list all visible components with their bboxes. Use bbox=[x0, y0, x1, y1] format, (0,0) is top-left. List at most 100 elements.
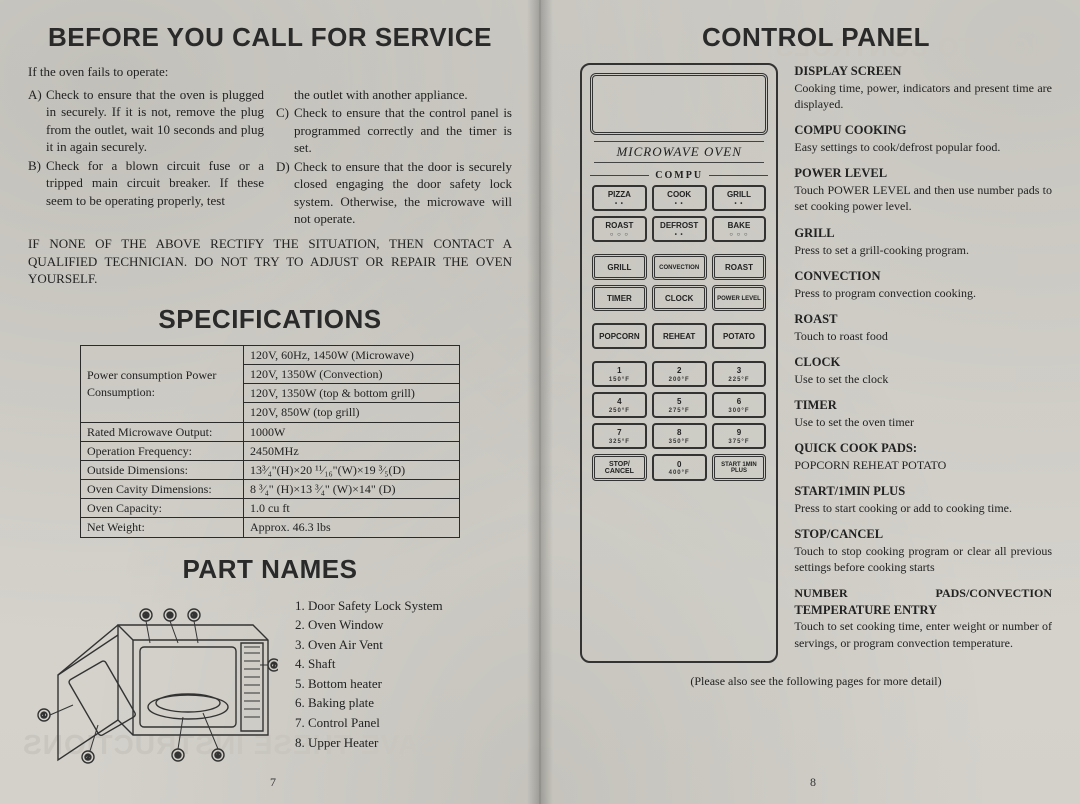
troubleshooting-columns: A)Check to ensure that the oven is plugg… bbox=[28, 85, 512, 229]
btn-2: 2200°F bbox=[652, 361, 707, 387]
desc-power-title: POWER LEVEL bbox=[794, 166, 887, 180]
spec-r10l: Net Weight: bbox=[81, 518, 244, 537]
btn-potato: POTATO bbox=[712, 323, 767, 349]
part-5: Bottom heater bbox=[308, 675, 443, 693]
desc-grill-title: GRILL bbox=[794, 226, 834, 240]
svg-text:⑦: ⑦ bbox=[270, 661, 277, 670]
page-number-left: 7 bbox=[270, 774, 276, 790]
desc-conv: Press to program convection cooking. bbox=[794, 285, 1052, 301]
desc-timer-title: TIMER bbox=[794, 398, 836, 412]
parts-section: ⑤ ⑧ ③ ⑦ ① ② ⑥ ④ Door Safety Lock System … bbox=[28, 595, 512, 765]
parts-list: Door Safety Lock System Oven Window Oven… bbox=[290, 595, 443, 765]
spec-r9v: 1.0 cu ft bbox=[244, 499, 460, 518]
spec-r5l: Rated Microwave Output: bbox=[81, 422, 244, 441]
btn-clock: CLOCK bbox=[652, 285, 707, 311]
control-panel-graphic: MICROWAVE OVEN COMPU PIZZA• • COOK• • GR… bbox=[580, 63, 778, 663]
heading-service: BEFORE YOU CALL FOR SERVICE bbox=[28, 20, 512, 55]
part-1: Door Safety Lock System bbox=[308, 597, 443, 615]
spec-r8v: 8 ³⁄₄" (H)×13 ³⁄₄" (W)×14" (D) bbox=[244, 480, 460, 499]
spec-r8l: Oven Cavity Dimensions: bbox=[81, 480, 244, 499]
btn-5: 5275°F bbox=[652, 392, 707, 418]
btn-grill: GRILL• • bbox=[712, 185, 767, 211]
svg-text:③: ③ bbox=[190, 611, 197, 620]
btn-timer: TIMER bbox=[592, 285, 647, 311]
right-footnote: (Please also see the following pages for… bbox=[580, 673, 1052, 689]
btn-pizza: PIZZA• • bbox=[592, 185, 647, 211]
btn-4: 4250°F bbox=[592, 392, 647, 418]
desc-number-title2: TEMPERATURE ENTRY bbox=[794, 603, 937, 617]
btn-defrost: DEFROST• • bbox=[652, 216, 707, 242]
desc-clock: Use to set the clock bbox=[794, 371, 1052, 387]
btn-start: START 1MIN PLUS bbox=[712, 454, 767, 481]
desc-roast-title: ROAST bbox=[794, 312, 837, 326]
svg-text:⑧: ⑧ bbox=[166, 611, 173, 620]
desc-roast: Touch to roast food bbox=[794, 328, 1052, 344]
page-left: BEFORE YOU CALL FOR SERVICE If the oven … bbox=[0, 0, 540, 804]
spec-r6v: 2450MHz bbox=[244, 441, 460, 460]
desc-stop: Touch to stop cooking program or clear a… bbox=[794, 543, 1052, 575]
item-c: Check to ensure that the control panel i… bbox=[294, 104, 512, 157]
panel-logo: MICROWAVE OVEN bbox=[594, 141, 764, 163]
btn-roast: ROAST○ ○ ○ bbox=[592, 216, 647, 242]
page-right: CONTROL PANEL MICROWAVE OVEN COMPU PIZZA… bbox=[540, 0, 1080, 804]
svg-text:②: ② bbox=[84, 753, 91, 762]
desc-compu-title: COMPU COOKING bbox=[794, 123, 906, 137]
part-3: Oven Air Vent bbox=[308, 636, 443, 654]
svg-text:⑤: ⑤ bbox=[142, 611, 149, 620]
oven-diagram: ⑤ ⑧ ③ ⑦ ① ② ⑥ ④ bbox=[28, 595, 278, 765]
btn-bake: BAKE○ ○ ○ bbox=[712, 216, 767, 242]
btn-8: 8350°F bbox=[652, 423, 707, 449]
compu-label: COMPU bbox=[590, 169, 768, 183]
spec-r5v: 1000W bbox=[244, 422, 460, 441]
item-b-tail: the outlet with another appliance. bbox=[294, 86, 512, 104]
desc-number: Touch to set cooking time, enter weight … bbox=[794, 618, 1052, 650]
svg-text:④: ④ bbox=[214, 751, 221, 760]
spec-r7l: Outside Dimensions: bbox=[81, 460, 244, 479]
btn-9: 9375°F bbox=[712, 423, 767, 449]
desc-conv-title: CONVECTION bbox=[794, 269, 880, 283]
spec-r2l: Consumption: bbox=[87, 385, 155, 399]
desc-display: Cooking time, power, indicators and pres… bbox=[794, 80, 1052, 112]
page-number-right: 8 bbox=[810, 774, 816, 790]
specs-table: Power consumption PowerConsumption: 120V… bbox=[80, 345, 460, 538]
control-descriptions: DISPLAY SCREEN Cooking time, power, indic… bbox=[794, 63, 1052, 661]
bullet-c: C) bbox=[276, 104, 294, 157]
desc-timer: Use to set the oven timer bbox=[794, 414, 1052, 430]
desc-grill: Press to set a grill-cooking program. bbox=[794, 242, 1052, 258]
btn-1: 1150°F bbox=[592, 361, 647, 387]
spec-r9l: Oven Capacity: bbox=[81, 499, 244, 518]
desc-power: Touch POWER LEVEL and then use number pa… bbox=[794, 182, 1052, 214]
intro-text: If the oven fails to operate: bbox=[28, 63, 512, 81]
spec-r7v: 13³⁄₄"(H)×20 ¹¹⁄₁₆"(W)×19 ³⁄₅(D) bbox=[244, 460, 460, 479]
spec-r10v: Approx. 46.3 lbs bbox=[244, 518, 460, 537]
desc-number-title: NUMBERPADS/CONVECTION bbox=[794, 585, 1052, 601]
desc-compu: Easy settings to cook/defrost popular fo… bbox=[794, 139, 1052, 155]
heading-control-panel: CONTROL PANEL bbox=[580, 20, 1052, 55]
spec-r4v: 120V, 850W (top grill) bbox=[244, 403, 460, 422]
part-2: Oven Window bbox=[308, 616, 443, 634]
btn-grill2: GRILL bbox=[592, 254, 647, 280]
btn-0: 0400°F bbox=[652, 454, 707, 481]
desc-start: Press to start cooking or add to cooking… bbox=[794, 500, 1052, 516]
desc-display-title: DISPLAY SCREEN bbox=[794, 64, 901, 78]
svg-text:①: ① bbox=[40, 711, 47, 720]
part-7: Control Panel bbox=[308, 714, 443, 732]
btn-cook: COOK• • bbox=[652, 185, 707, 211]
desc-stop-title: STOP/CANCEL bbox=[794, 527, 883, 541]
bullet-a: A) bbox=[28, 86, 46, 156]
btn-3: 3225°F bbox=[712, 361, 767, 387]
warning-note: IF NONE OF THE ABOVE RECTIFY THE SITUATI… bbox=[28, 235, 512, 288]
item-d: Check to ensure that the door is securel… bbox=[294, 158, 512, 228]
btn-power-level: POWER LEVEL bbox=[712, 285, 767, 311]
bullet-d: D) bbox=[276, 158, 294, 228]
desc-quick: POPCORN REHEAT POTATO bbox=[794, 457, 1052, 473]
desc-clock-title: CLOCK bbox=[794, 355, 840, 369]
heading-specs: SPECIFICATIONS bbox=[28, 302, 512, 337]
part-4: Shaft bbox=[308, 655, 443, 673]
btn-6: 6300°F bbox=[712, 392, 767, 418]
item-a: Check to ensure that the oven is plugged… bbox=[46, 86, 264, 156]
desc-quick-title: QUICK COOK PADS: bbox=[794, 441, 917, 455]
btn-stop-cancel: STOP/ CANCEL bbox=[592, 454, 647, 481]
part-6: Baking plate bbox=[308, 694, 443, 712]
bullet-b: B) bbox=[28, 157, 46, 210]
